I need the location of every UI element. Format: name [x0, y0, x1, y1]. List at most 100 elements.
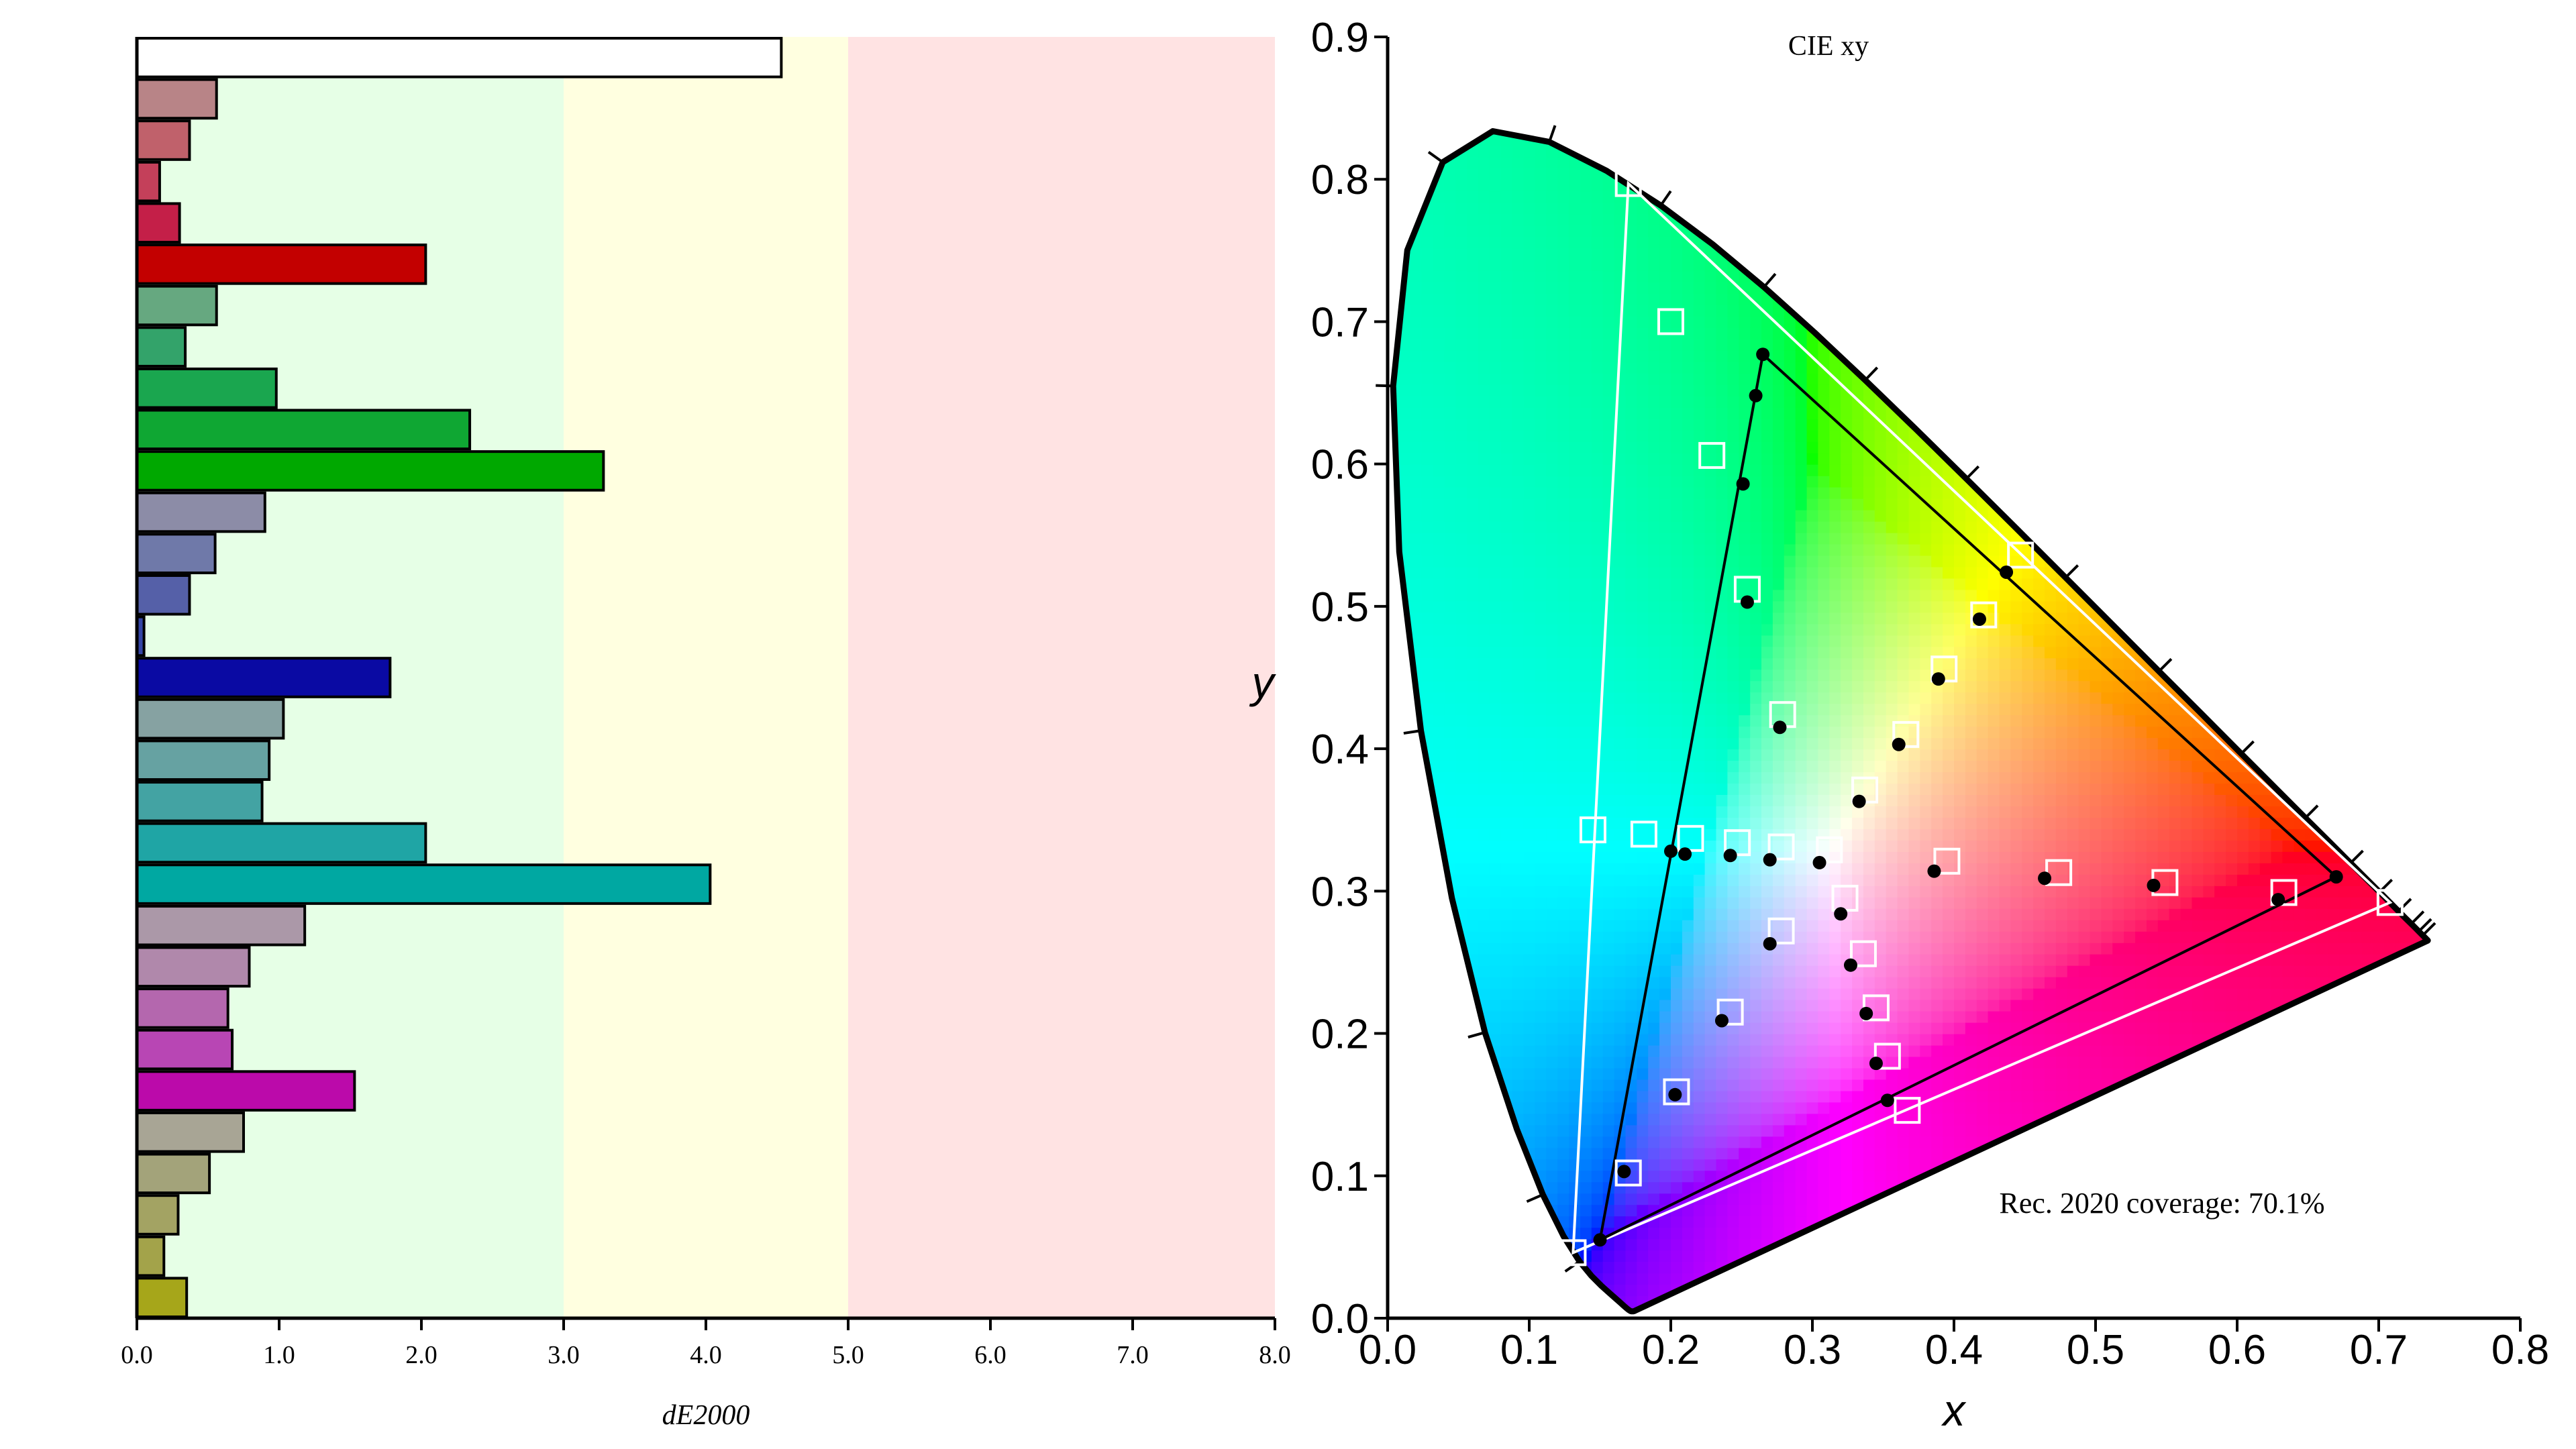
chromaticity-cell: [1659, 1124, 1671, 1137]
chromaticity-cell: [1829, 111, 1841, 123]
chromaticity-cell: [1535, 999, 1547, 1012]
chromaticity-cell: [1682, 794, 1694, 806]
chromaticity-cell: [1863, 1284, 1875, 1297]
chromaticity-cell: [1886, 976, 1898, 989]
chromaticity-cell: [1523, 441, 1536, 453]
chromaticity-cell: [1410, 452, 1423, 465]
chromaticity-cell: [1750, 191, 1763, 203]
chromaticity-cell: [1410, 88, 1423, 100]
chromaticity-cell: [1750, 806, 1763, 818]
chromaticity-cell: [1421, 987, 1434, 1000]
chromaticity-cell: [1886, 600, 1898, 613]
chromaticity-cell: [1421, 908, 1434, 920]
chromaticity-cell: [1852, 1238, 1864, 1251]
chromaticity-cell: [1897, 1010, 1910, 1023]
chromaticity-cell: [1671, 191, 1683, 203]
chromaticity-cell: [1535, 1204, 1547, 1217]
chromaticity-cell: [1784, 338, 1796, 351]
chromaticity-cell: [1421, 942, 1434, 955]
chromaticity-cell: [1444, 589, 1457, 602]
chromaticity-cell: [1500, 1056, 1513, 1069]
chromaticity-cell: [1467, 429, 1480, 442]
chromaticity-cell: [1795, 475, 1808, 488]
chromaticity-cell: [1693, 930, 1706, 943]
chromaticity-cell: [1625, 760, 1638, 773]
chromaticity-cell: [1761, 202, 1773, 215]
chromaticity-cell: [1852, 1216, 1864, 1228]
chromaticity-cell: [1739, 1056, 1751, 1069]
chromaticity-cell: [1523, 429, 1536, 442]
chromaticity-cell: [1580, 623, 1592, 636]
chromaticity-cell: [1727, 99, 1739, 111]
chromaticity-cell: [1398, 1295, 1411, 1307]
chromaticity-cell: [1602, 236, 1615, 249]
chromaticity-cell: [1500, 737, 1513, 750]
chromaticity-cell: [1750, 669, 1763, 682]
chromaticity-cell: [1750, 612, 1763, 625]
chromaticity-cell: [1523, 1022, 1536, 1034]
chromaticity-cell: [1535, 156, 1547, 169]
chromaticity-cell: [1535, 191, 1547, 203]
chromaticity-cell: [1727, 316, 1740, 328]
chromaticity-cell: [1727, 133, 1740, 146]
chromaticity-cell: [1772, 965, 1785, 977]
chromaticity-cell: [1444, 486, 1457, 499]
chromaticity-cell: [1523, 600, 1536, 613]
chromaticity-cell: [1557, 236, 1570, 249]
chromaticity-cell: [1727, 1079, 1740, 1091]
chromaticity-cell: [1393, 600, 1400, 613]
chromaticity-cell: [1591, 384, 1604, 396]
chromaticity-cell: [1693, 270, 1706, 282]
chromaticity-cell: [1478, 316, 1490, 328]
chromaticity-cell: [1659, 88, 1671, 100]
chromaticity-cell: [1841, 156, 1853, 169]
chromaticity-cell: [1693, 395, 1706, 408]
chromaticity-cell: [1455, 1273, 1468, 1285]
chromaticity-cell: [1535, 669, 1547, 682]
chromaticity-cell: [1716, 1159, 1729, 1171]
chromaticity-cell: [1455, 1113, 1468, 1126]
chromaticity-cell: [1841, 646, 1853, 659]
chromaticity-cell: [1591, 669, 1604, 682]
chromaticity-cell: [1897, 1284, 1910, 1297]
chromaticity-cell: [1614, 1056, 1627, 1069]
chromaticity-cell: [1761, 623, 1773, 636]
chromaticity-cell: [1806, 965, 1819, 977]
chromaticity-cell: [1546, 771, 1559, 784]
chromaticity-cell: [1886, 532, 1898, 545]
chromaticity-cell: [1455, 1010, 1468, 1023]
chromaticity-cell: [1501, 111, 1513, 123]
chromaticity-cell: [1682, 179, 1694, 192]
chromaticity-cell: [1614, 657, 1627, 670]
chromaticity-cell: [1716, 1204, 1729, 1217]
chromaticity-cell: [1750, 851, 1763, 863]
chromaticity-cell: [1739, 1181, 1751, 1194]
chromaticity-cell: [1784, 88, 1796, 100]
chromaticity-cell: [1739, 1102, 1751, 1114]
chromaticity-cell: [1410, 828, 1423, 841]
chromaticity-cell: [1727, 806, 1740, 818]
chromaticity-cell: [1455, 1227, 1468, 1240]
chromaticity-cell: [1433, 976, 1445, 989]
chromaticity-cell: [1637, 133, 1649, 146]
chromaticity-cell: [1500, 191, 1513, 203]
chromaticity-cell: [1478, 873, 1490, 886]
chromaticity-cell: [1398, 987, 1411, 1000]
chromaticity-cell: [1614, 1033, 1627, 1046]
chromaticity-cell: [1546, 908, 1559, 920]
chromaticity-cell: [1500, 942, 1513, 955]
chromaticity-cell: [1421, 259, 1434, 272]
chromaticity-cell: [1524, 111, 1536, 123]
chromaticity-cell: [1761, 372, 1773, 385]
chromaticity-cell: [1489, 1102, 1502, 1114]
chromaticity-cell: [1421, 236, 1434, 249]
chromaticity-cell: [1705, 111, 1717, 123]
chromaticity-cell: [1841, 1159, 1853, 1171]
de2000-bar: [136, 1070, 356, 1112]
chromaticity-cell: [1523, 589, 1536, 602]
chromaticity-cell: [1444, 794, 1457, 806]
chromaticity-cell: [1557, 327, 1570, 339]
chromaticity-cell: [1546, 851, 1559, 863]
chromaticity-cell: [1648, 714, 1661, 727]
chromaticity-cell: [1614, 293, 1627, 305]
